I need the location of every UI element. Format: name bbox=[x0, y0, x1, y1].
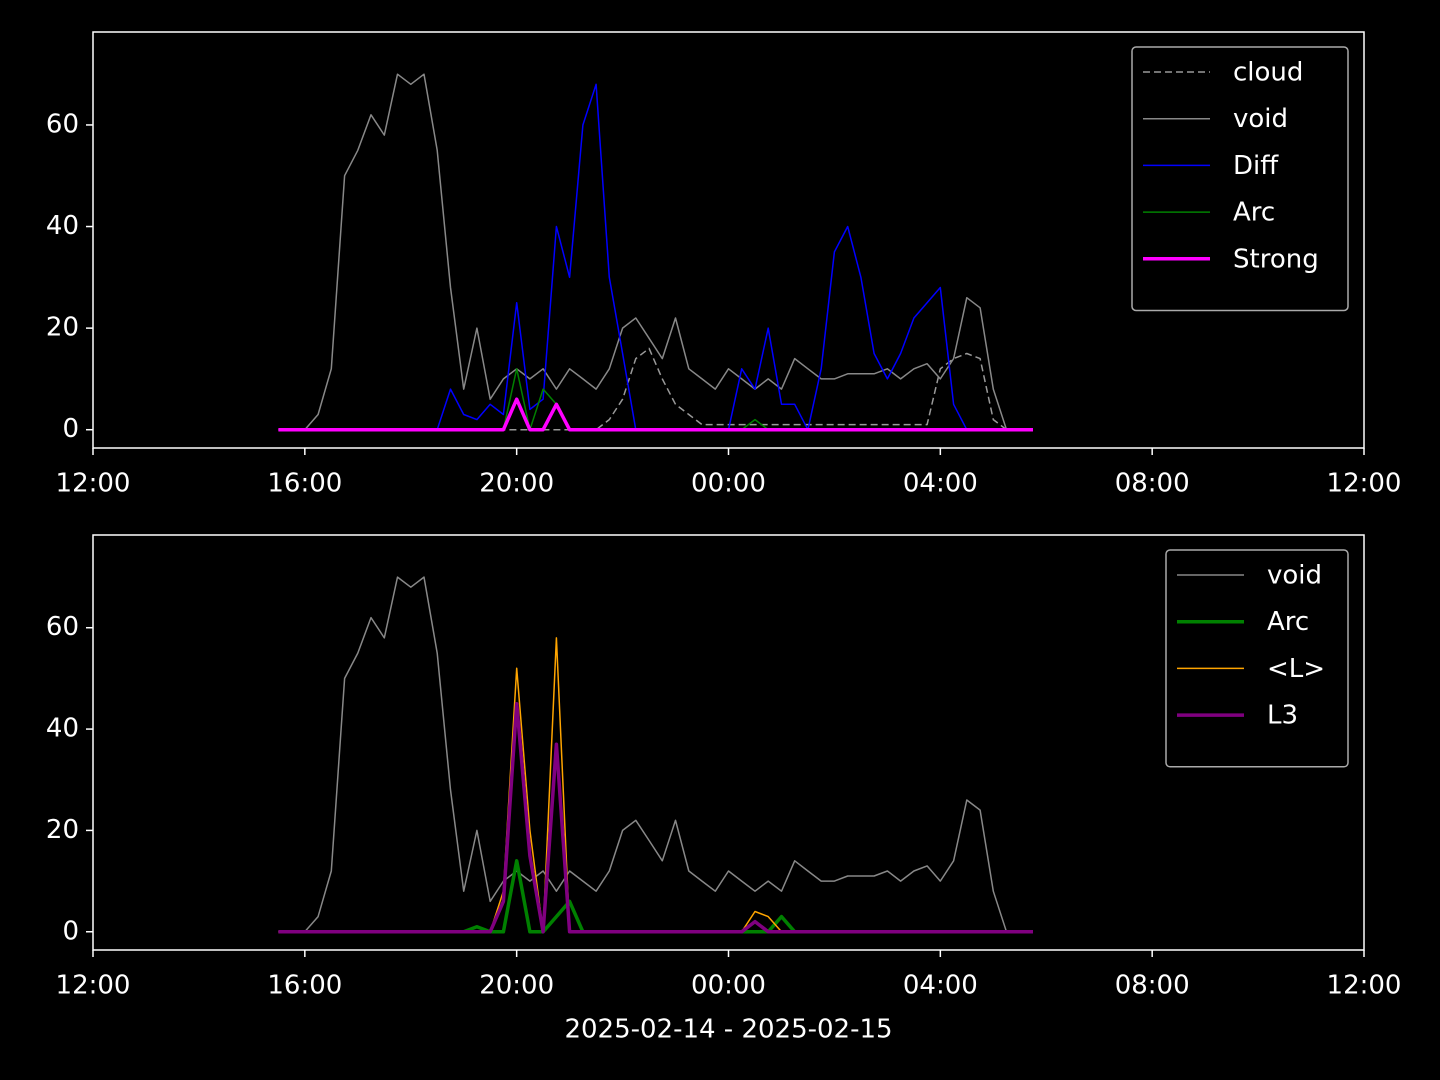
series-line bbox=[278, 397, 1033, 432]
legend-label: void bbox=[1233, 104, 1288, 134]
y-tick-label: 60 bbox=[46, 612, 79, 642]
x-tick-label: 12:00 bbox=[1327, 469, 1402, 499]
x-tick-label: 04:00 bbox=[903, 971, 978, 1001]
x-tick-label: 16:00 bbox=[267, 469, 342, 499]
series-line bbox=[278, 347, 1033, 431]
x-tick-label: 20:00 bbox=[479, 971, 554, 1001]
x-axis-label: 2025-02-14 - 2025-02-15 bbox=[564, 1015, 892, 1045]
legend-label: void bbox=[1267, 561, 1322, 591]
series-line bbox=[278, 83, 1033, 431]
x-tick-label: 00:00 bbox=[691, 971, 766, 1001]
legend-label: Arc bbox=[1233, 198, 1275, 228]
x-tick-label: 16:00 bbox=[267, 971, 342, 1001]
x-tick-label: 20:00 bbox=[479, 469, 554, 499]
legend-label: <L> bbox=[1267, 654, 1325, 684]
legend-box bbox=[1165, 549, 1349, 768]
axes-frame bbox=[92, 534, 1365, 951]
x-tick-label: 00:00 bbox=[691, 469, 766, 499]
legend-label: cloud bbox=[1233, 58, 1303, 88]
series-line bbox=[278, 576, 1033, 933]
x-tick-label: 12:00 bbox=[56, 469, 131, 499]
legend-label: Strong bbox=[1233, 244, 1319, 274]
y-tick-label: 40 bbox=[46, 714, 79, 744]
axes-frame bbox=[92, 31, 1365, 449]
y-tick-label: 20 bbox=[46, 815, 79, 845]
series-line bbox=[278, 368, 1033, 431]
x-tick-label: 04:00 bbox=[903, 469, 978, 499]
y-tick-label: 0 bbox=[62, 916, 79, 946]
series-line bbox=[278, 701, 1033, 934]
series-line bbox=[278, 73, 1033, 431]
x-tick-label: 08:00 bbox=[1115, 971, 1190, 1001]
y-tick-label: 40 bbox=[46, 211, 79, 241]
legend-label: L3 bbox=[1267, 701, 1298, 731]
y-tick-label: 60 bbox=[46, 109, 79, 139]
x-tick-label: 08:00 bbox=[1115, 469, 1190, 499]
series-line bbox=[278, 859, 1033, 934]
legend-label: Diff bbox=[1233, 151, 1279, 181]
legend-box bbox=[1131, 46, 1349, 312]
x-tick-label: 12:00 bbox=[1327, 971, 1402, 1001]
y-tick-label: 20 bbox=[46, 313, 79, 343]
legend-label: Arc bbox=[1267, 607, 1309, 637]
y-tick-label: 0 bbox=[62, 414, 79, 444]
series-line bbox=[278, 637, 1033, 933]
x-tick-label: 12:00 bbox=[56, 971, 131, 1001]
